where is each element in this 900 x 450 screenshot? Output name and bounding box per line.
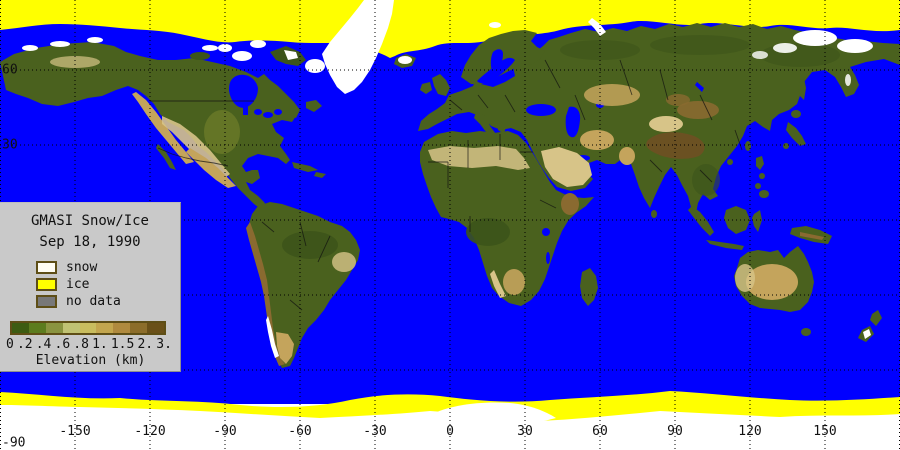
south-america: [246, 202, 360, 368]
longitude-label: 0: [446, 424, 454, 439]
legend-item-label: ice: [66, 277, 90, 292]
legend-item-snow: snow: [36, 259, 180, 276]
nz-north-island: [870, 310, 882, 326]
newfoundland: [306, 100, 322, 112]
elevation-color: [96, 323, 114, 333]
elevation-colorbar: [10, 321, 166, 335]
legend-title: GMASI Snow/Ice: [30, 213, 149, 229]
elevation-tick: 3.: [156, 337, 172, 352]
hokkaido: [791, 110, 801, 118]
elevation-color: [147, 323, 165, 333]
ireland: [420, 82, 432, 94]
tasmania: [801, 328, 811, 336]
sri-lanka: [651, 210, 657, 218]
honshu: [786, 122, 806, 146]
legend-item-ice: ice: [36, 276, 180, 293]
sakhalin: [798, 78, 806, 100]
ice-swatch: [36, 278, 57, 291]
lake-victoria: [542, 228, 550, 236]
longitude-label: -90: [213, 424, 237, 439]
legend-date: Sep 18, 1990: [39, 234, 141, 250]
antarctic-ice-band: [0, 391, 900, 421]
sulawesi: [752, 210, 762, 232]
scandinavia: [461, 30, 545, 84]
madagascar: [580, 268, 598, 306]
elevation-tick: 1.: [92, 337, 108, 352]
longitude-label: 120: [738, 424, 762, 439]
great-lakes: [254, 109, 262, 115]
black-sea: [526, 104, 556, 116]
sumatra: [688, 206, 714, 236]
elevation-tick: 0: [6, 337, 14, 352]
elevation-label: Elevation (km): [35, 353, 146, 368]
longitude-label: -150: [59, 424, 91, 439]
taiwan: [745, 141, 751, 151]
elevation-color: [130, 323, 148, 333]
longitude-label: -60: [288, 424, 312, 439]
cuba: [292, 162, 318, 172]
novaya-zemlya: [588, 18, 606, 36]
latitude-label: 60: [2, 62, 18, 78]
legend-item-label: snow: [66, 260, 98, 275]
elevation-color: [45, 323, 63, 333]
lake-baikal: [695, 82, 704, 92]
elevation-ticks: 0.2.4.6.8 1. 1.5 2. 3.: [6, 337, 172, 352]
elevation-color: [28, 323, 46, 333]
eurasia: [394, 18, 900, 218]
italy: [474, 112, 496, 140]
africa: [420, 131, 598, 306]
luzon: [756, 156, 764, 170]
latitude-label: -90: [2, 435, 26, 450]
hudson-bay: [229, 74, 258, 108]
elevation-color: [79, 323, 97, 333]
caspian-sea: [565, 106, 581, 138]
elevation-tick: 1.5: [110, 337, 135, 352]
no-data-swatch: [36, 295, 57, 308]
legend-panel: GMASI Snow/Ice Sep 18, 1990 snow ice no da…: [0, 202, 181, 372]
java: [706, 240, 744, 250]
hispaniola: [314, 172, 326, 178]
legend-items: snow ice no data: [36, 259, 180, 310]
longitude-label: 60: [592, 424, 608, 439]
longitude-label: -120: [134, 424, 166, 439]
longitude-label: -30: [363, 424, 387, 439]
elevation-tick: .2: [16, 337, 33, 352]
longitude-label: 150: [813, 424, 837, 439]
elevation-color: [12, 323, 29, 333]
elevation-color: [113, 323, 131, 333]
snow-swatch: [36, 261, 57, 274]
legend-item-no-data: no data: [36, 293, 180, 310]
longitude-label: 90: [667, 424, 683, 439]
elevation-tick: .6: [54, 337, 71, 352]
antarctic-snow-wedge: [430, 402, 556, 422]
mindanao: [759, 190, 769, 198]
elevation-tick: .4: [35, 337, 52, 352]
legend-item-label: no data: [66, 294, 121, 309]
elevation-tick: .8: [73, 337, 89, 352]
greece: [498, 120, 506, 134]
baja-california: [156, 144, 176, 170]
elevation-color: [62, 323, 80, 333]
elevation-tick: 2.: [137, 337, 154, 352]
hainan: [727, 159, 733, 165]
latitude-label: 30: [2, 137, 18, 153]
svalbard: [489, 22, 501, 28]
great-britain: [432, 74, 450, 96]
kyushu: [783, 143, 789, 149]
longitude-label: 30: [517, 424, 533, 439]
